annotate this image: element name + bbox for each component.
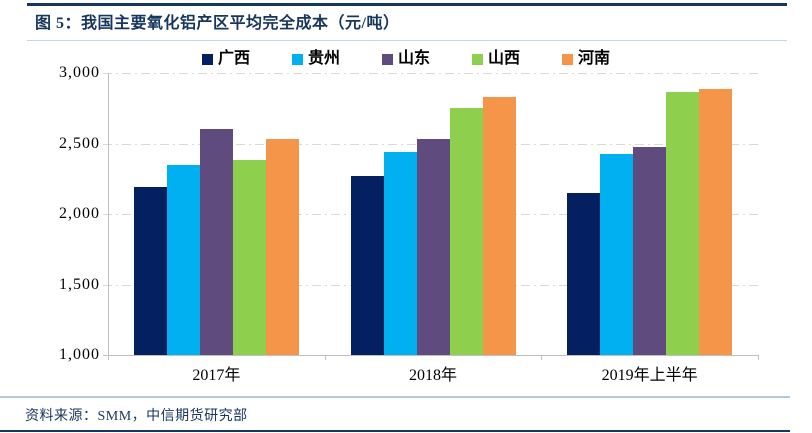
bar-山西-2018年 (449, 107, 483, 355)
bar-河南-2019年上半年 (699, 89, 733, 355)
plot-area (103, 73, 759, 360)
y-tick-label: 2,000 (59, 205, 100, 222)
legend-label: 山西 (488, 50, 521, 67)
y-axis-line (108, 73, 109, 359)
chart-title: 图 5：我国主要氧化铝产区平均完全成本（元/吨） (35, 15, 400, 32)
legend-swatch-icon (562, 53, 574, 65)
legend-swatch-icon (472, 53, 483, 65)
bar-山西-2019年上半年 (666, 92, 700, 355)
legend-item-河南: 河南 (562, 51, 610, 67)
y-tick-label: 1,500 (59, 275, 100, 293)
legend-label: 广西 (217, 50, 250, 67)
legend-item-贵州: 贵州 (291, 50, 340, 67)
legend-swatch-icon (201, 53, 213, 65)
title-underline (27, 40, 787, 41)
y-tick-label: 3,000 (59, 64, 100, 81)
legend-item-山西: 山西 (472, 51, 520, 67)
bar-贵州-2019年上半年 (600, 154, 634, 355)
y-tick-label: 2,500 (59, 134, 100, 152)
legend-item-广西: 广西 (201, 50, 250, 67)
x-category-label: 2019年上半年 (601, 367, 698, 384)
bar-广西-2019年上半年 (567, 192, 601, 355)
bar-groups (108, 73, 758, 355)
source-note: 资料来源：SMM，中信期货研究部 (25, 409, 248, 424)
footer-divider (0, 396, 790, 398)
bar-广西-2018年 (350, 175, 384, 355)
legend-label: 贵州 (307, 50, 340, 67)
x-axis-tick (541, 355, 543, 360)
legend-swatch-icon (381, 53, 393, 65)
legend-label: 山东 (397, 50, 430, 67)
bottom-divider (0, 430, 790, 432)
chart-legend: 广西 贵州 山东 山西 河南 (0, 49, 812, 69)
bar-group-2019年上半年 (541, 73, 758, 355)
x-category-label: 2017年 (192, 367, 241, 384)
bar-山东-2019年上半年 (633, 147, 667, 355)
x-axis-tick (324, 355, 326, 360)
bar-group-2018年 (325, 73, 542, 355)
bar-山东-2018年 (416, 139, 450, 355)
x-category-label: 2018年 (409, 367, 458, 384)
legend-item-山东: 山东 (381, 50, 430, 67)
bar-group-2017年 (108, 73, 325, 355)
bar-贵州-2017年 (166, 164, 200, 355)
bar-广西-2017年 (133, 187, 167, 355)
legend-label: 河南 (578, 50, 611, 67)
gridline (103, 73, 758, 74)
legend-swatch-icon (291, 53, 303, 65)
x-axis-line (103, 355, 758, 356)
x-axis-category-labels: 2017年 2018年 2019年上半年 (108, 361, 758, 385)
y-tick-label: 1,000 (59, 346, 100, 363)
x-axis-tick (758, 355, 759, 360)
x-axis-tick (108, 355, 109, 360)
bar-贵州-2018年 (383, 151, 417, 355)
bar-河南-2017年 (265, 139, 299, 355)
bar-河南-2018年 (482, 96, 516, 355)
top-divider (27, 3, 787, 6)
bar-山西-2017年 (232, 159, 266, 355)
bar-山东-2017年 (199, 129, 233, 355)
